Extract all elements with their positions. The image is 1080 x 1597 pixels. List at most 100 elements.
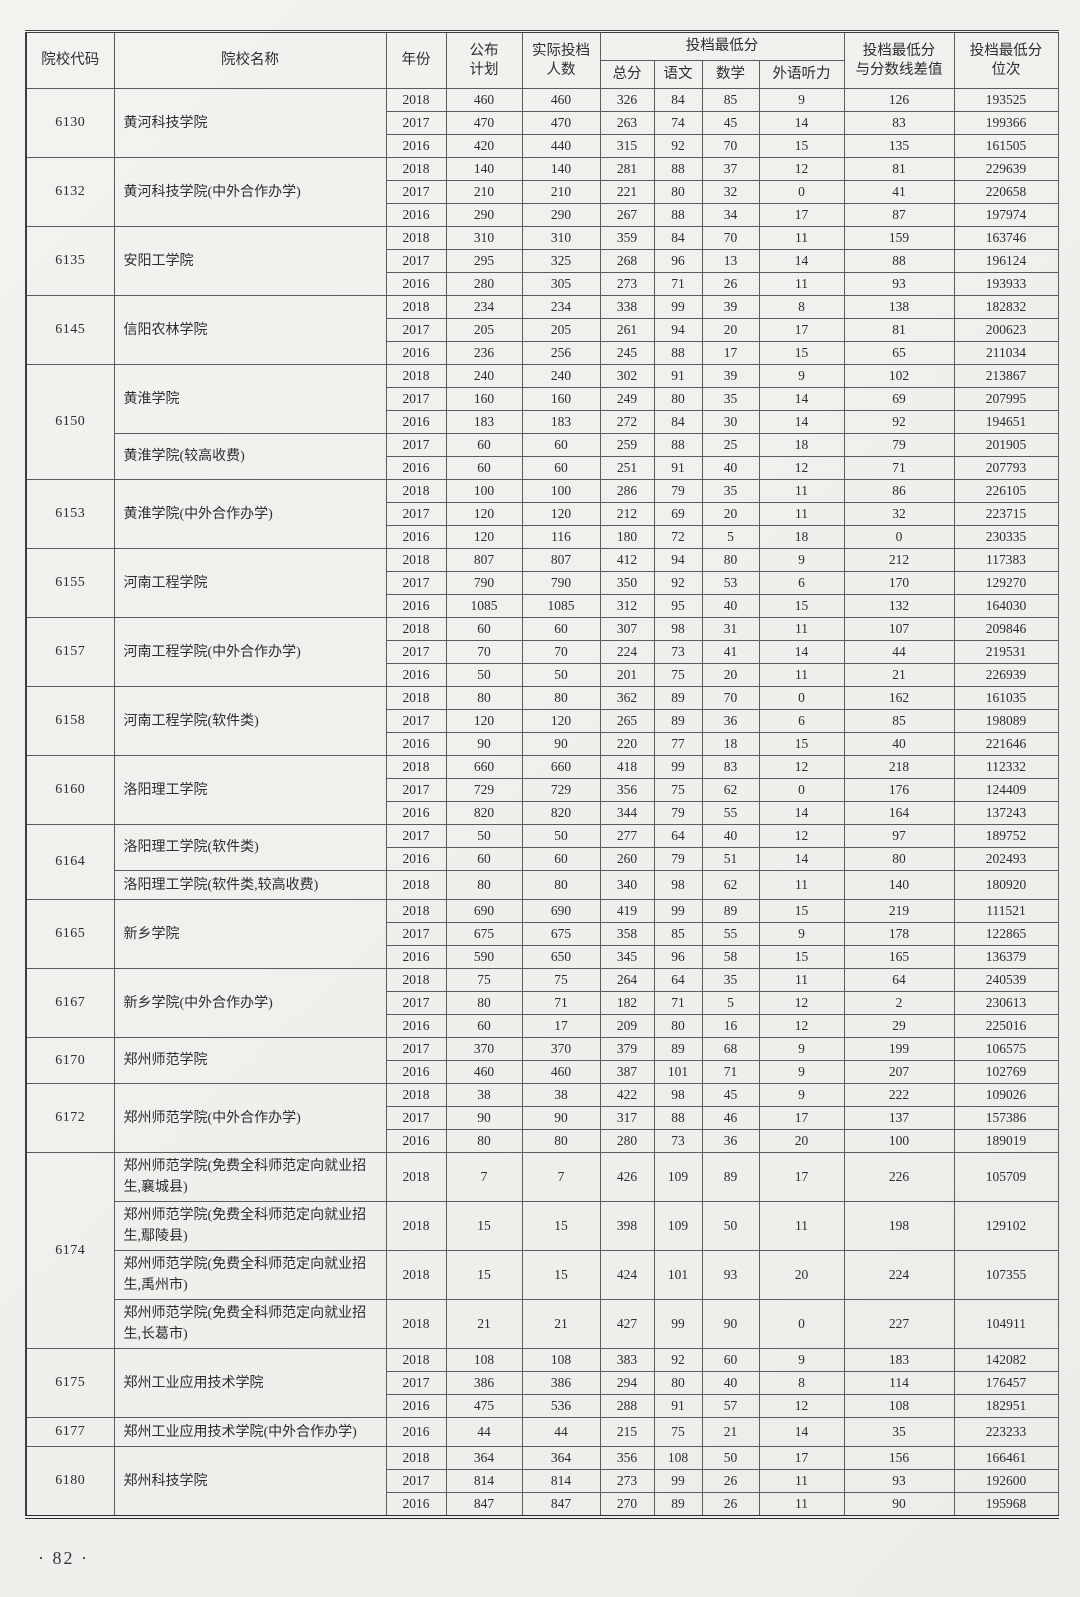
actual-count-cell: 310 [521, 226, 601, 250]
college-name-cell: 郑州师范学院(免费全科师范定向就业招生,襄城县) [113, 1152, 387, 1202]
plan-cell: 60 [445, 456, 523, 480]
listening-score-cell: 14 [758, 1417, 845, 1447]
year-cell: 2018 [385, 686, 447, 710]
actual-count-cell: 71 [521, 991, 601, 1015]
listening-score-cell: 18 [758, 433, 845, 457]
plan-cell: 120 [445, 502, 523, 526]
year-cell: 2016 [385, 410, 447, 434]
actual-count-cell: 7 [521, 1152, 601, 1202]
rank-cell: 230335 [953, 525, 1059, 549]
math-score-cell: 16 [701, 1014, 760, 1038]
diff-cell: 81 [843, 157, 955, 181]
chinese-score-cell: 71 [653, 272, 703, 296]
listening-score-cell: 9 [758, 1037, 845, 1061]
rank-cell: 157386 [953, 1106, 1059, 1130]
diff-cell: 100 [843, 1129, 955, 1153]
total-score-cell: 412 [599, 548, 655, 572]
diff-cell: 93 [843, 272, 955, 296]
math-score-cell: 55 [701, 922, 760, 946]
chinese-score-cell: 99 [653, 899, 703, 923]
actual-count-cell: 675 [521, 922, 601, 946]
year-cell: 2017 [385, 1371, 447, 1395]
college-name-cell: 黄淮学院(中外合作办学) [113, 479, 387, 549]
rank-cell: 229639 [953, 157, 1059, 181]
year-cell: 2017 [385, 502, 447, 526]
total-score-cell: 307 [599, 617, 655, 641]
year-cell: 2016 [385, 134, 447, 158]
year-cell: 2017 [385, 1106, 447, 1130]
total-score-cell: 350 [599, 571, 655, 595]
math-score-cell: 53 [701, 571, 760, 595]
rank-cell: 117383 [953, 548, 1059, 572]
plan-cell: 80 [445, 870, 523, 900]
plan-cell: 60 [445, 1014, 523, 1038]
rank-cell: 193525 [953, 88, 1059, 112]
actual-count-cell: 240 [521, 364, 601, 388]
table-row: 2017 120 120 265 89 36 6 85 198089 [26, 709, 1059, 733]
actual-count-cell: 660 [521, 755, 601, 779]
rank-cell: 219531 [953, 640, 1059, 664]
plan-cell: 21 [445, 1299, 523, 1349]
math-score-cell: 45 [701, 111, 760, 135]
header-row-2: 总分 语文 数学 外语听力 [26, 60, 1058, 89]
college-name-cell: 洛阳理工学院(软件类,较高收费) [113, 870, 387, 900]
table-row: 2016 820 820 344 79 55 14 164 137243 [26, 801, 1059, 825]
diff-cell: 107 [843, 617, 955, 641]
plan-cell: 807 [445, 548, 523, 572]
total-score-cell: 212 [599, 502, 655, 526]
math-score-cell: 26 [701, 272, 760, 296]
listening-score-cell: 11 [758, 870, 845, 900]
rank-cell: 240539 [953, 968, 1059, 992]
total-score-cell: 326 [599, 88, 655, 112]
listening-score-cell: 11 [758, 663, 845, 687]
rank-cell: 220658 [953, 180, 1059, 204]
listening-score-cell: 20 [758, 1250, 845, 1300]
listening-score-cell: 14 [758, 847, 845, 871]
total-score-cell: 259 [599, 433, 655, 457]
actual-count-cell: 75 [521, 968, 601, 992]
plan-cell: 590 [445, 945, 523, 969]
total-score-cell: 356 [599, 1446, 655, 1470]
col-header-actual: 实际投档 人数 [521, 31, 601, 89]
total-score-cell: 281 [599, 157, 655, 181]
chinese-score-cell: 98 [653, 617, 703, 641]
college-name-cell: 郑州师范学院(免费全科师范定向就业招生,鄢陵县) [113, 1201, 387, 1251]
college-code-cell: 6180 [25, 1446, 115, 1518]
col-header-college-name: 院校名称 [113, 31, 387, 89]
rank-cell: 164030 [953, 594, 1059, 618]
college-name-cell: 黄河科技学院 [113, 88, 387, 158]
year-cell: 2018 [385, 755, 447, 779]
plan-cell: 240 [445, 364, 523, 388]
listening-score-cell: 9 [758, 922, 845, 946]
college-code-cell: 6177 [25, 1417, 115, 1447]
college-code-cell: 6164 [25, 824, 115, 900]
rank-cell: 193933 [953, 272, 1059, 296]
total-score-cell: 426 [599, 1152, 655, 1202]
actual-count-cell: 790 [521, 571, 601, 595]
actual-count-cell: 116 [521, 525, 601, 549]
actual-count-cell: 729 [521, 778, 601, 802]
diff-cell: 80 [843, 847, 955, 871]
listening-score-cell: 11 [758, 1201, 845, 1251]
total-score-cell: 344 [599, 801, 655, 825]
math-score-cell: 17 [701, 341, 760, 365]
rank-cell: 142082 [953, 1348, 1059, 1372]
year-cell: 2016 [385, 341, 447, 365]
math-score-cell: 57 [701, 1394, 760, 1418]
chinese-score-cell: 91 [653, 364, 703, 388]
chinese-score-cell: 80 [653, 1371, 703, 1395]
diff-cell: 138 [843, 295, 955, 319]
col-header-diff-line2: 与分数线差值 [855, 61, 943, 78]
college-name-cell: 河南工程学院(软件类) [113, 686, 387, 756]
year-cell: 2016 [385, 1014, 447, 1038]
chinese-score-cell: 73 [653, 640, 703, 664]
diff-cell: 69 [843, 387, 955, 411]
chinese-score-cell: 84 [653, 88, 703, 112]
actual-count-cell: 460 [521, 88, 601, 112]
math-score-cell: 32 [701, 180, 760, 204]
year-cell: 2016 [385, 663, 447, 687]
rank-cell: 223715 [953, 502, 1059, 526]
diff-cell: 212 [843, 548, 955, 572]
diff-cell: 178 [843, 922, 955, 946]
diff-cell: 140 [843, 870, 955, 900]
